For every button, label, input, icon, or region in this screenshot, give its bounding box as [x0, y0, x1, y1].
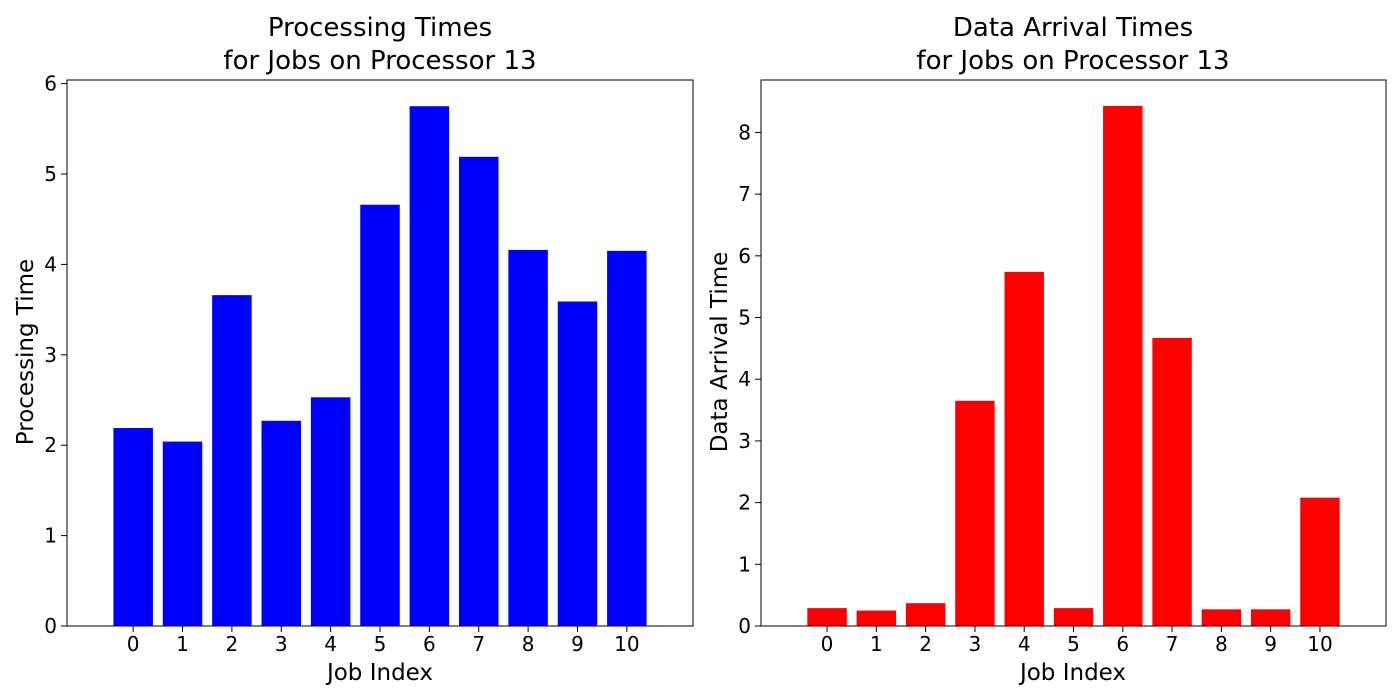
x-tick-label: 3	[969, 632, 982, 656]
x-tick-label: 10	[614, 632, 639, 656]
data-arrival-times-chart: Data Arrival Times for Jobs on Processor…	[707, 13, 1387, 686]
x-tick-label: 7	[1166, 632, 1179, 656]
chart-title-line-2: for Jobs on Processor 13	[916, 46, 1229, 76]
y-tick-label: 3	[44, 343, 57, 367]
chart-title-line-1: Processing Times	[268, 13, 492, 43]
y-tick-label: 4	[44, 252, 57, 276]
x-tick-label: 6	[423, 632, 436, 656]
bar-job-8	[1201, 609, 1242, 626]
bar-job-2	[212, 295, 252, 626]
x-tick-label: 5	[1067, 632, 1080, 656]
bar-job-6	[409, 106, 450, 627]
bar-job-6	[1103, 105, 1143, 626]
bar-job-9	[1250, 609, 1291, 626]
bar-job-10	[1300, 497, 1340, 626]
x-tick-label: 9	[571, 632, 584, 656]
x-tick-label: 7	[472, 632, 485, 656]
chart-title-line-1: Data Arrival Times	[953, 13, 1193, 43]
bar-job-1	[856, 610, 897, 626]
x-tick-label: 0	[127, 632, 140, 656]
x-axis-label: Job Index	[1018, 660, 1126, 686]
x-tick-label: 3	[275, 632, 288, 656]
bar-job-9	[557, 301, 598, 626]
x-tick-label: 8	[522, 632, 535, 656]
bar-job-3	[261, 420, 302, 626]
y-tick-label: 5	[44, 162, 57, 186]
bar-job-7	[458, 156, 499, 626]
x-tick-label: 2	[226, 632, 239, 656]
chart-title-line-2: for Jobs on Processor 13	[223, 46, 536, 76]
plot-frame	[760, 79, 1387, 627]
bar-job-8	[508, 249, 548, 626]
y-tick-label: 1	[738, 552, 751, 576]
x-tick-label: 9	[1264, 632, 1277, 656]
y-tick-label: 7	[738, 182, 751, 206]
x-tick-label: 0	[821, 632, 834, 656]
y-tick-label: 0	[738, 614, 751, 638]
bar-job-4	[1004, 271, 1044, 626]
y-tick-label: 3	[738, 429, 751, 453]
bar-job-7	[1152, 337, 1192, 626]
x-tick-label: 2	[919, 632, 932, 656]
bar-job-5	[1053, 608, 1094, 626]
bar-job-0	[807, 608, 847, 626]
y-tick-label: 1	[44, 524, 57, 548]
bar-job-0	[113, 428, 153, 626]
bar-job-2	[905, 603, 946, 626]
x-axis-label: Job Index	[325, 660, 433, 686]
tick-group: 0 1 2 3 4 5 6 7 8 9 10 0 1 2 3 4 5 6	[44, 72, 639, 656]
y-tick-label: 8	[738, 120, 751, 144]
bar-group	[113, 106, 647, 627]
x-tick-label: 5	[374, 632, 387, 656]
y-tick-label: 2	[44, 433, 57, 457]
y-tick-label: 6	[738, 244, 751, 268]
x-tick-label: 4	[324, 632, 337, 656]
x-tick-label: 4	[1018, 632, 1031, 656]
x-tick-label: 6	[1116, 632, 1129, 656]
y-tick-label: 6	[44, 72, 57, 96]
x-tick-label: 10	[1307, 632, 1332, 656]
bar-group	[807, 105, 1340, 626]
y-axis-label: Processing Time	[13, 259, 39, 445]
y-tick-label: 5	[738, 306, 751, 330]
bar-job-1	[162, 441, 203, 626]
x-tick-label: 1	[176, 632, 189, 656]
bar-job-4	[310, 397, 351, 626]
x-tick-label: 1	[870, 632, 883, 656]
tick-group: 0 1 2 3 4 5 6 7 8 9 10 0 1 2 3 4 5 6 7 8	[738, 120, 1332, 656]
processing-times-chart: Processing Times for Jobs on Processor 1…	[13, 13, 694, 686]
bar-job-10	[607, 250, 647, 626]
y-tick-label: 0	[44, 614, 57, 638]
y-axis-label: Data Arrival Time	[707, 252, 733, 453]
plot-frame	[66, 79, 694, 627]
bar-job-3	[955, 400, 995, 626]
y-tick-label: 4	[738, 367, 751, 391]
x-tick-label: 8	[1215, 632, 1228, 656]
bar-job-5	[360, 204, 400, 626]
y-tick-label: 2	[738, 491, 751, 515]
